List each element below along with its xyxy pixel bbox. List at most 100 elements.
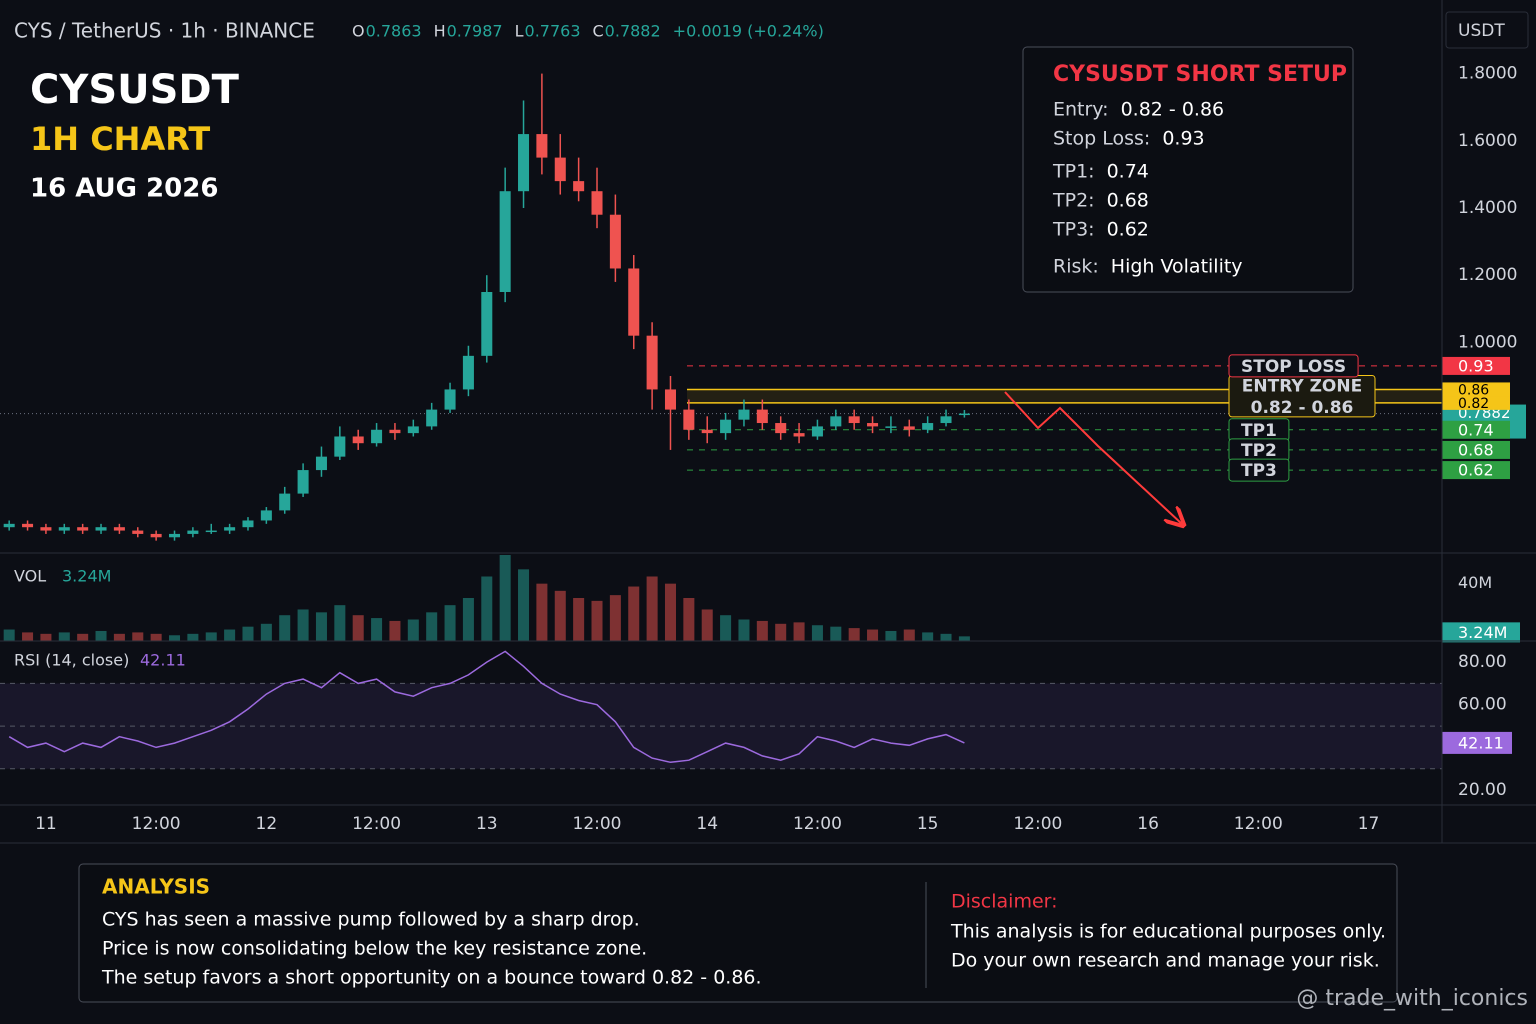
candle-body <box>22 523 34 528</box>
volume-bar <box>150 633 162 641</box>
candle-body <box>720 419 732 434</box>
x-tick-label: 15 <box>917 814 939 834</box>
candle-body <box>315 456 327 471</box>
level-tag <box>1228 458 1290 482</box>
y-tick-label: 1.8000 <box>1458 64 1517 84</box>
candle-body <box>132 530 144 534</box>
marks-layer <box>3 73 970 764</box>
candle-body <box>958 413 970 416</box>
candle-body <box>922 423 934 430</box>
level-name: TP3 <box>1241 461 1277 481</box>
y-tick-label: 40M <box>1458 573 1492 592</box>
volume-bar <box>903 629 915 641</box>
symbol-header: CYS / TetherUS · 1h · BINANCE <box>14 19 315 43</box>
volume-bar <box>867 629 879 641</box>
candle-body <box>426 409 438 427</box>
volume-bar <box>224 629 236 641</box>
candle-body <box>903 426 915 430</box>
volume-bar <box>848 628 860 641</box>
disclaimer-line: Do your own research and manage your ris… <box>951 950 1380 972</box>
volume-bar <box>58 632 70 641</box>
candle-body <box>775 423 787 434</box>
analysis-line: Price is now consolidating below the key… <box>102 938 647 960</box>
setup-label: TP2: <box>1052 190 1095 212</box>
entry-price-tag <box>1442 395 1510 410</box>
projection-arrow <box>1004 391 1182 524</box>
volume-bar <box>168 635 181 641</box>
overlay-date: 16 AUG 2026 <box>30 174 218 204</box>
candle-body <box>481 292 493 356</box>
level-price-tag <box>1442 420 1510 439</box>
candle-body <box>168 533 181 538</box>
volume-bar <box>481 576 493 641</box>
candle-body <box>867 423 879 427</box>
candle-body <box>279 493 291 511</box>
volume-last: 3.24M <box>62 567 111 586</box>
candle-body <box>683 409 695 430</box>
level-price-tag <box>1442 440 1510 459</box>
volume-bar <box>720 615 732 641</box>
analysis-line: CYS has seen a massive pump followed by … <box>102 909 640 931</box>
volume-bar <box>40 633 52 641</box>
candle-body <box>554 157 566 182</box>
x-tick-label: 11 <box>35 814 57 834</box>
currency-box <box>1445 11 1529 49</box>
volume-bar <box>334 605 346 641</box>
analysis-title: ANALYSIS <box>102 875 210 899</box>
volume-tag <box>1442 622 1520 643</box>
x-tick-label: 12:00 <box>352 814 401 834</box>
candle-body <box>407 426 419 434</box>
setup-title: CYSUSDT SHORT SETUP <box>1053 62 1347 87</box>
volume-bar <box>260 623 272 641</box>
volume-bar <box>187 633 199 641</box>
volume-bar <box>573 598 585 641</box>
y-tick-label: 80.00 <box>1458 652 1507 672</box>
ohlc-label: O <box>352 22 365 41</box>
x-tick-label: 12 <box>256 814 278 834</box>
candle-body <box>591 191 603 215</box>
volume-bar <box>646 576 658 641</box>
candle-body <box>573 181 585 192</box>
y-tick-label: 60.00 <box>1458 695 1507 715</box>
volume-bar <box>315 612 327 641</box>
candle-body <box>793 433 805 437</box>
candle-body <box>536 134 548 158</box>
candle-body <box>95 527 107 531</box>
overlay-symbol: CYSUSDT <box>30 67 240 113</box>
level-tag <box>1228 354 1359 378</box>
volume-bar <box>683 598 695 641</box>
candle-body <box>664 389 676 410</box>
candle-body <box>352 436 364 444</box>
disclaimer-title: Disclaimer: <box>951 891 1058 913</box>
level-price-tag <box>1442 461 1510 480</box>
volume-bar <box>793 622 805 641</box>
setup-label: TP3: <box>1052 219 1095 241</box>
volume-bar <box>389 620 401 641</box>
y-tick-label: 20.00 <box>1458 780 1507 800</box>
level-name: TP1 <box>1241 421 1277 441</box>
candle-body <box>371 429 383 444</box>
candle-body <box>738 409 750 420</box>
x-tick-label: 12:00 <box>573 814 622 834</box>
candle-body <box>242 520 254 528</box>
ohlc-value: 0.7863 <box>366 22 422 41</box>
volume-bar <box>3 629 15 641</box>
candle-body <box>830 416 842 427</box>
candle-body <box>444 389 456 410</box>
candle-body <box>334 436 346 457</box>
setup-value: 0.93 <box>1162 128 1204 150</box>
disclaimer-line: This analysis is for educational purpose… <box>950 921 1386 943</box>
y-tick-label: 1.4000 <box>1458 198 1517 218</box>
candle-body <box>187 530 199 534</box>
entry-price-tag <box>1442 382 1510 397</box>
x-tick-label: 12:00 <box>132 814 181 834</box>
setup-value: 0.62 <box>1107 219 1149 241</box>
volume-label: VOL <box>14 567 46 586</box>
candle-body <box>389 429 401 434</box>
setup-label: Risk: <box>1053 256 1099 278</box>
rsi-tag <box>1442 731 1512 754</box>
candle-body <box>646 335 658 390</box>
setup-label: Stop Loss: <box>1053 128 1150 150</box>
candle-body <box>518 134 530 192</box>
